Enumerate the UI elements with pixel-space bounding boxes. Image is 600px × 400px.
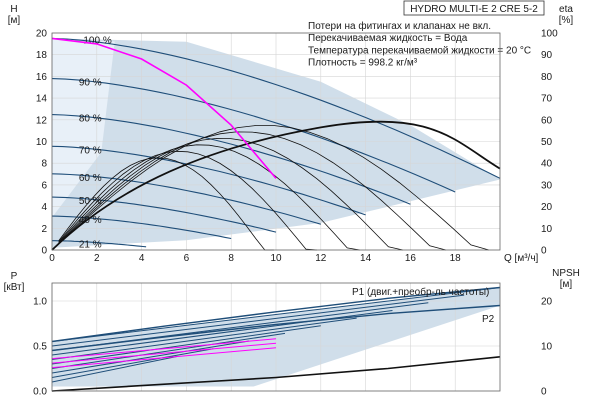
y-right-tick-label: 0 [541,246,547,257]
speed-curve [51,173,321,225]
speed-curve-label: 80 % [79,114,102,125]
x-tick-label: 0 [49,253,55,264]
x-tick-label: 18 [450,253,462,264]
chart-note: Температура перекачиваемой жидкости = 20… [308,45,531,56]
power-series-line [51,356,501,392]
y-right-tick-label: 20 [541,202,553,213]
series-label-p1: P1 (двиг.+преобр-ль частоты) [352,286,489,298]
y-right-axis-title: eta [559,4,573,15]
y-tick-label: 8 [41,159,47,170]
x-tick-label: 2 [94,253,100,264]
speed-curve-label: 100 % [83,35,111,46]
speed-curve-label: 40 % [79,215,102,226]
p-axis-unit: [кВт] [4,282,25,293]
y-tick-label-bottom: 0.5 [33,342,47,353]
power-duty-curve [51,338,277,360]
efficiency-curve [58,157,274,251]
efficiency-curve [58,137,403,251]
y-right-axis-unit: [%] [559,15,574,26]
y-axis-unit: [м] [8,15,21,26]
chart-note: Перекачиваемая жидкость = Вода [308,33,468,44]
y-tick-label: 18 [36,50,48,61]
y-tick-label-bottom: 1.0 [33,297,47,308]
y-right-tick-label: 80 [541,72,553,83]
y-tick-label: 12 [36,115,48,126]
y-right-tick-label-bottom: 10 [541,342,553,353]
x-tick-label: 16 [405,253,417,264]
chart-note: Потери на фитингах и клапанах не вкл. [308,20,491,32]
y-tick-label: 0 [41,246,47,257]
speed-curve [51,78,456,193]
y-axis-title: H [10,4,17,15]
y-tick-label-bottom: 0.0 [33,387,47,398]
y-right-tick-label: 50 [541,137,553,148]
bottom-frame [51,282,501,392]
p-axis-title: P [11,271,18,282]
y-right-tick-label: 70 [541,94,553,105]
power-series-line [51,304,501,352]
y-tick-label: 14 [36,94,48,105]
y-tick-label: 2 [41,224,47,235]
npsh-axis-title: NPSH [552,268,580,279]
series-label-p2: P2 [482,314,495,325]
power-curve [51,355,178,383]
y-right-tick-label: 10 [541,224,553,235]
x-tick-label: 12 [315,253,327,264]
y-right-tick-label: 100 [541,29,558,40]
efficiency-curve [58,150,317,251]
power-curve [51,340,250,374]
top-frame [51,32,501,251]
speed-curve [52,240,147,248]
speed-curve-label: 50 % [79,196,102,207]
speed-curve-label: 60 % [79,173,102,184]
speed-curve [51,145,366,216]
y-tick-label: 16 [36,72,48,83]
y-right-tick-label: 90 [541,50,553,61]
x-axis-title: Q [м³/ч] [504,253,539,264]
chart-title: HYDRO MULTI-E 2 CRE 5-2 [410,4,538,15]
y-tick-label: 4 [41,202,47,213]
speed-curve [51,196,277,233]
x-tick-label: 8 [228,253,234,264]
efficiency-curve [58,131,446,251]
speed-curve-label: 90 % [79,78,102,89]
power-curve [51,317,357,360]
power-curve [51,287,501,342]
y-right-tick-label: 60 [541,115,553,126]
duty-curve [51,37,277,179]
npsh-axis-unit: [м] [560,279,573,290]
power-curve [51,332,286,369]
y-tick-label: 20 [36,29,48,40]
power-curve [51,348,214,378]
y-tick-label: 10 [36,137,48,148]
x-tick-label: 4 [139,253,145,264]
y-tick-label: 6 [41,180,47,191]
title-box [403,0,545,16]
x-tick-label: 14 [360,253,372,264]
y-right-tick-label: 30 [541,180,553,191]
system-curve [51,120,501,251]
speed-curve [51,114,411,205]
power-series-line [51,286,501,343]
y-right-tick-label: 40 [541,159,553,170]
speed-curve-label: 21 % [79,240,102,251]
chart-note: Плотность = 998.2 кг/м³ [308,58,418,69]
y-right-tick-label-bottom: 0 [541,387,547,398]
x-tick-label: 6 [184,253,190,264]
efficiency-curve [58,144,360,251]
power-duty-curve [51,342,277,364]
speed-curve [51,37,501,179]
efficiency-curve [58,125,489,251]
power-curve [51,325,321,365]
low-flow-band [52,38,115,218]
speed-curve-label: 70 % [79,145,102,156]
power-curve [51,309,393,356]
x-tick-label: 10 [270,253,282,264]
y-right-tick-label-bottom: 20 [541,297,553,308]
power-curve [51,294,465,347]
power-duty-curve [51,347,277,369]
